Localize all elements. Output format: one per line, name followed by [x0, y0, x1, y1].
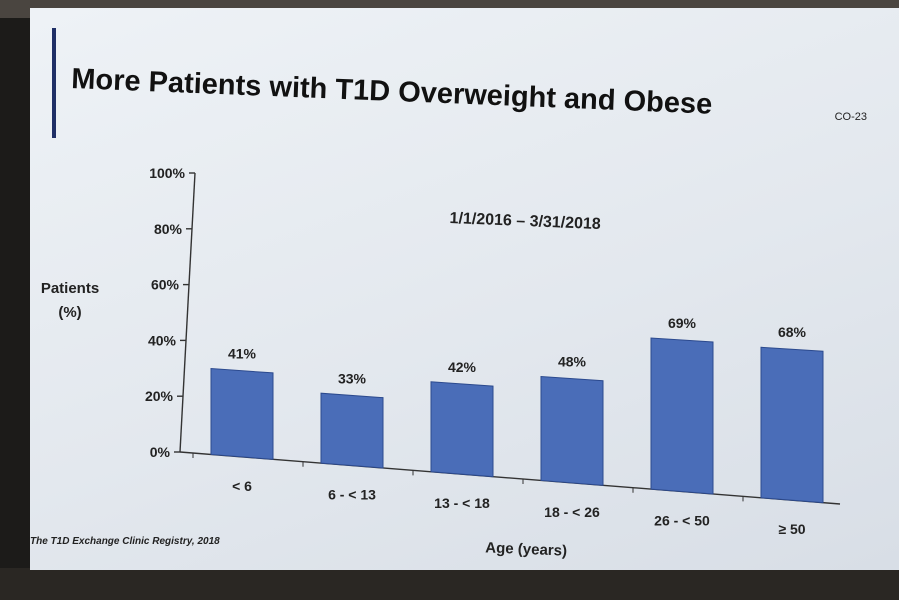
y-axis-line [179, 172, 196, 453]
y-tick-label: 80% [154, 221, 183, 237]
chart-plot-area: 0% 20% 40% 60% 80% 100% Patients (%) 1/1/2016 – … [41, 165, 841, 560]
x-category-label: 18 - < 26 [544, 504, 600, 520]
bar [760, 346, 824, 504]
presentation-slide: More Patients with T1D Overweight and Ob… [30, 8, 899, 570]
title-accent-bar [52, 28, 56, 138]
slide-number: CO-23 [834, 111, 867, 123]
bar-data-label: 41% [228, 346, 257, 362]
bar-data-label: 69% [668, 315, 697, 331]
x-category-label: < 6 [232, 478, 252, 494]
bar-chart: 0% 20% 40% 60% 80% 100% Patients (%) 1/1/2016 – … [41, 165, 841, 560]
y-tick-label: 0% [150, 444, 171, 460]
x-category-label: ≥ 50 [778, 521, 805, 537]
bar-data-label: 33% [338, 370, 367, 386]
x-category-label: 13 - < 18 [434, 495, 490, 511]
x-category-label: 26 - < 50 [654, 513, 710, 529]
y-axis-title: Patients [41, 280, 99, 297]
y-axis-title: (%) [58, 304, 81, 321]
y-tick-label: 20% [145, 388, 174, 404]
y-tick-label: 100% [149, 165, 185, 181]
bar-data-label: 42% [448, 359, 477, 375]
y-tick-label: 60% [151, 277, 180, 293]
room-floor-bottom [0, 568, 899, 600]
source-citation: The T1D Exchange Clinic Registry, 2018 [30, 536, 220, 547]
bar-data-label: 48% [558, 354, 587, 370]
bar [320, 392, 384, 469]
bar [430, 381, 494, 478]
y-tick-label: 40% [148, 332, 177, 348]
x-axis-line [179, 451, 841, 505]
bar [540, 375, 604, 486]
bar-data-label: 68% [778, 324, 807, 340]
x-category-label: 6 - < 13 [328, 487, 376, 503]
bar [650, 337, 714, 495]
x-axis-title: Age (years) [485, 539, 567, 559]
chart-subtitle: 1/1/2016 – 3/31/2018 [449, 210, 601, 233]
bar [210, 368, 274, 460]
